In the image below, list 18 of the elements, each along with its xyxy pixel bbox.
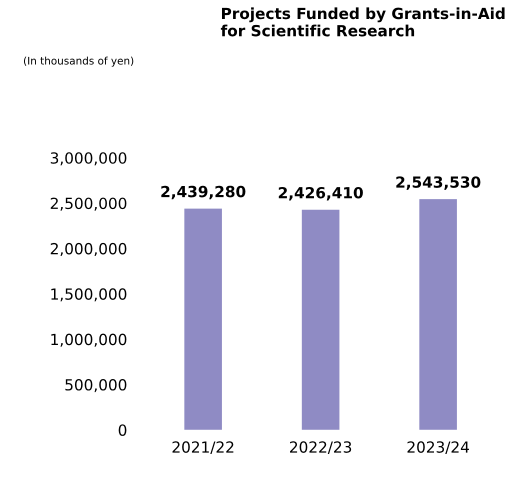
y-tick-label: 3,000,000 xyxy=(50,152,126,166)
chart-title: Projects Funded by Grants-in-Aid for Scientific Research xyxy=(220,7,505,36)
x-tick-label: 2023/24 xyxy=(408,441,469,454)
data-label: 2,439,280 xyxy=(161,186,246,200)
y-tick-label: 2,500,000 xyxy=(50,198,126,211)
y-tick-label: 500,000 xyxy=(65,379,126,392)
bar xyxy=(302,210,340,430)
x-tick-label: 2021/22 xyxy=(172,441,234,454)
data-label: 2,543,530 xyxy=(396,176,480,190)
y-tick-label: 0 xyxy=(118,424,126,436)
x-tick-label: 2022/23 xyxy=(290,441,352,454)
bar xyxy=(419,199,457,430)
data-label: 2,426,410 xyxy=(278,186,363,200)
text: (In thousands of yen) xyxy=(24,56,134,67)
y-tick-label: 1,000,000 xyxy=(51,334,126,347)
y-tick-label: 1,500,000 xyxy=(51,288,126,302)
y-tick-label: 2,000,000 xyxy=(50,242,126,256)
bar xyxy=(184,208,222,430)
